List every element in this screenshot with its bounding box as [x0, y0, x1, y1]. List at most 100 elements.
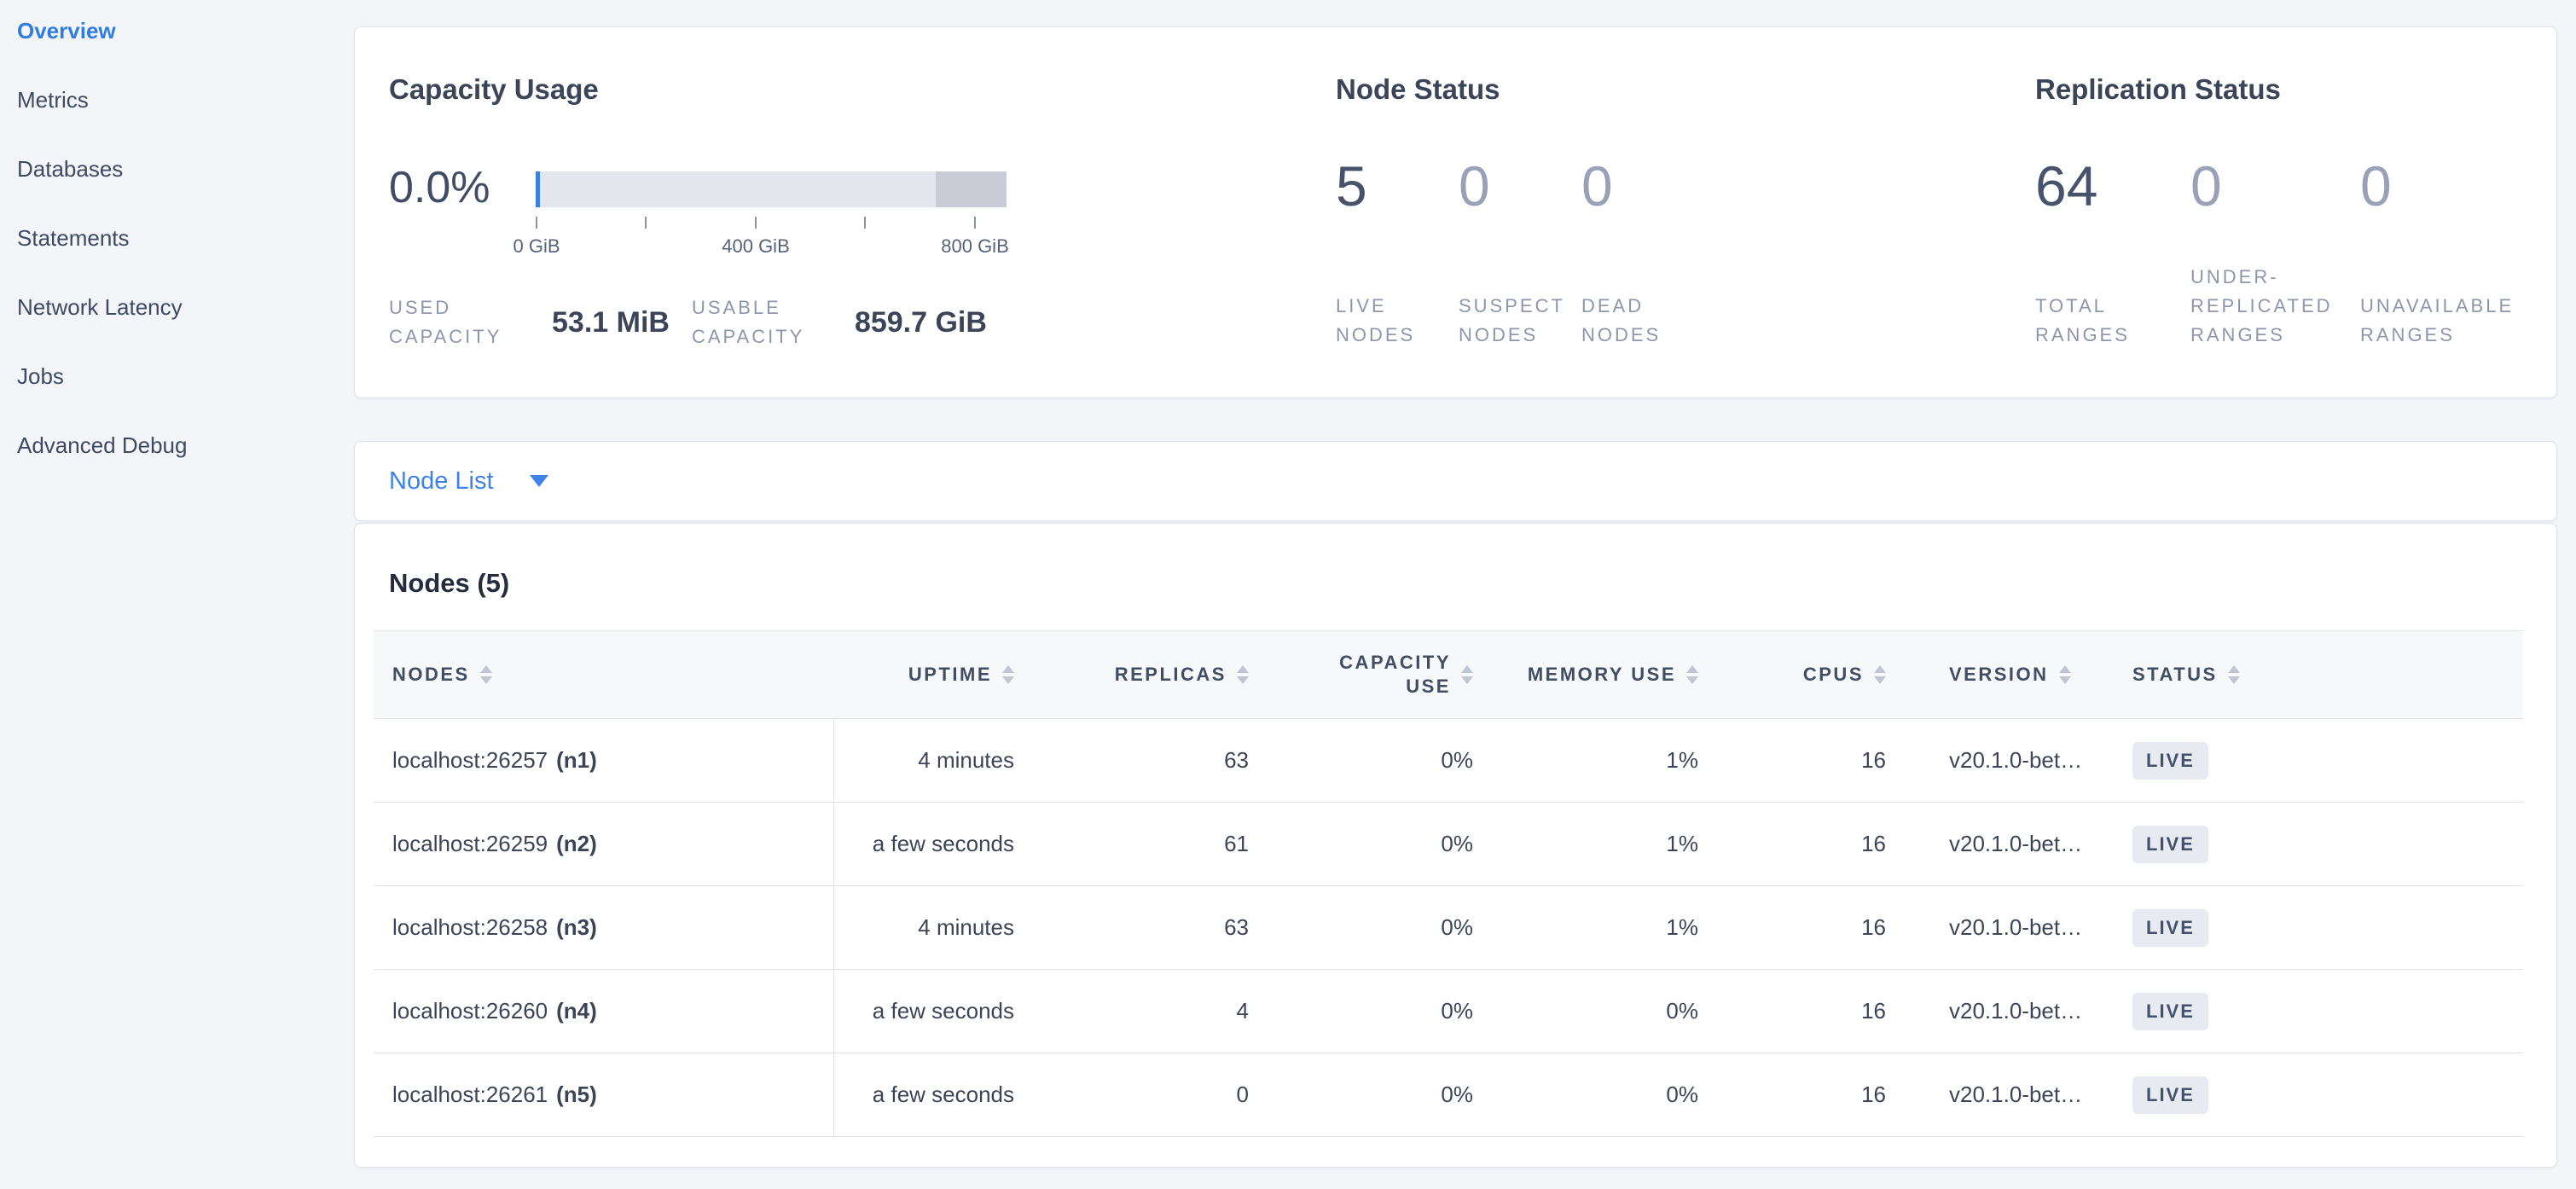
uptime-cell: 4 minutes [833, 886, 1033, 969]
unavailable-ranges-count: 0 [2360, 154, 2392, 218]
replication-status-section: Replication Status 64 0 0 TOTAL RANGES U… [2035, 27, 2547, 397]
capacity-gauge-reserved-segment [936, 171, 1007, 207]
table-row: localhost:26261 (n5) a few seconds 0 0% 0% 16 v… [374, 1053, 2523, 1137]
suspect-nodes-count: 0 [1459, 154, 1490, 218]
nodes-table-body: localhost:26257 (n1) 4 minutes 63 0% 1% 16 v20.… [374, 719, 2523, 1137]
nodes-table-title: Nodes (5) [389, 568, 510, 598]
capacity-use-cell: 0% [1268, 1053, 1492, 1136]
capacity-use-value: 0% [1441, 998, 1473, 1024]
sidebar-item-advanced-debug[interactable]: Advanced Debug [17, 432, 188, 458]
status-cell: LIVE [2108, 1053, 2523, 1136]
sort-arrows-icon [479, 665, 492, 684]
cpus-cell: 16 [1717, 886, 1905, 969]
view-selector-card: Node List [354, 441, 2557, 521]
status-cell: LIVE [2108, 803, 2523, 885]
sort-arrows-icon [1686, 665, 1698, 684]
sidebar-nav: Overview Metrics Databases Statements Networ… [0, 0, 341, 1189]
sort-arrows-icon [2227, 665, 2240, 684]
live-nodes-label: LIVE NODES [1336, 295, 1416, 345]
replication-status-labels: TOTAL RANGES UNDER-REPLICATED RANGES UNA… [2035, 263, 2547, 350]
suspect-nodes-label: SUSPECT NODES [1459, 295, 1565, 345]
nodes-table: NODES UPTIME REPLICAS CAPACITY USE MEMORY US… [374, 630, 2523, 1137]
column-header-uptime[interactable]: UPTIME [833, 631, 1033, 718]
version-cell: v20.1.0-bet… [1905, 1053, 2108, 1136]
column-header-replicas[interactable]: REPLICAS [1033, 631, 1268, 718]
column-header-cpus[interactable]: CPUS [1717, 631, 1905, 718]
cpus-cell: 16 [1717, 719, 1905, 802]
node-address: localhost:26260 [392, 998, 548, 1024]
version-cell: v20.1.0-bet… [1905, 970, 2108, 1053]
column-header-status[interactable]: STATUS [2108, 631, 2523, 718]
version-cell: v20.1.0-bet… [1905, 719, 2108, 802]
replicas-cell: 63 [1033, 719, 1268, 802]
replicas-cell: 61 [1033, 803, 1268, 885]
column-header-label: NODES [392, 664, 470, 685]
node-list-dropdown[interactable]: Node List [389, 442, 548, 520]
column-header-nodes[interactable]: NODES [374, 631, 833, 718]
node-name-cell: localhost:26260 (n4) [374, 970, 833, 1053]
status-badge: LIVE [2132, 992, 2208, 1030]
sidebar-item-statements[interactable]: Statements [17, 225, 130, 251]
replicas-value: 63 [1224, 914, 1249, 940]
under-replicated-ranges-label: UNDER-REPLICATED RANGES [2190, 266, 2333, 345]
uptime-cell: a few seconds [833, 1053, 1033, 1136]
uptime-value: 4 minutes [918, 747, 1014, 773]
memory-use-value: 1% [1666, 831, 1698, 856]
under-replicated-ranges-count: 0 [2190, 154, 2222, 218]
node-status-labels: LIVE NODES SUSPECT NODES DEAD NODES [1336, 292, 1691, 350]
used-capacity-stat: USED CAPACITY 53.1 MiB [389, 293, 670, 351]
node-name-cell: localhost:26261 (n5) [374, 1053, 833, 1136]
total-ranges-label: TOTAL RANGES [2035, 295, 2130, 345]
capacity-used-percent: 0.0% [389, 163, 490, 212]
sidebar-item-overview[interactable]: Overview [17, 18, 116, 44]
gauge-tick [864, 217, 866, 229]
node-address: localhost:26259 [392, 831, 548, 856]
table-row: localhost:26257 (n1) 4 minutes 63 0% 1% 16 v20.… [374, 719, 2523, 803]
replication-status-values: 64 0 0 [2035, 155, 2392, 217]
column-header-memory-use[interactable]: MEMORY USE [1492, 631, 1717, 718]
dead-nodes-label: DEAD NODES [1581, 295, 1662, 345]
status-cell: LIVE [2108, 970, 2523, 1053]
gauge-tick [755, 217, 757, 229]
status-badge: LIVE [2132, 1076, 2208, 1114]
cpus-value: 16 [1861, 831, 1886, 856]
gauge-tick [536, 217, 537, 229]
replicas-value: 0 [1236, 1082, 1249, 1107]
sidebar-item-network-latency[interactable]: Network Latency [17, 294, 183, 320]
node-id: (n5) [556, 1082, 597, 1107]
column-header-label: MEMORY USE [1527, 664, 1676, 685]
node-id: (n1) [556, 747, 597, 773]
usable-capacity-label: USABLE CAPACITY [691, 297, 805, 347]
capacity-gauge: 0 GiB 400 GiB 800 GiB [513, 171, 1009, 274]
uptime-cell: a few seconds [833, 970, 1033, 1053]
memory-use-cell: 1% [1492, 719, 1717, 802]
uptime-cell: 4 minutes [833, 719, 1033, 802]
sidebar-item-jobs[interactable]: Jobs [17, 363, 64, 389]
column-header-label: REPLICAS [1114, 664, 1227, 685]
version-cell: v20.1.0-bet… [1905, 886, 2108, 969]
capacity-use-value: 0% [1441, 914, 1473, 940]
version-value: v20.1.0-bet… [1949, 747, 2083, 773]
column-header-capacity-use[interactable]: CAPACITY USE [1268, 631, 1492, 718]
cpus-cell: 16 [1717, 1053, 1905, 1136]
sidebar-item-metrics[interactable]: Metrics [17, 87, 89, 113]
sidebar-item-databases[interactable]: Databases [17, 156, 124, 182]
column-header-label: STATUS [2132, 664, 2218, 685]
sort-arrows-icon [1002, 665, 1014, 684]
gauge-tick-label: 800 GiB [941, 235, 1009, 257]
node-id: (n3) [556, 914, 597, 940]
usable-capacity-stat: USABLE CAPACITY 859.7 GiB [692, 293, 987, 351]
sort-arrows-icon [2058, 665, 2071, 684]
uptime-value: 4 minutes [918, 914, 1014, 940]
node-address: localhost:26258 [392, 914, 548, 940]
table-row: localhost:26258 (n3) 4 minutes 63 0% 1% 16 v20.… [374, 886, 2523, 970]
column-header-label: CAPACITY USE [1339, 652, 1451, 697]
gauge-tick [645, 217, 647, 229]
column-header-version[interactable]: VERSION [1905, 631, 2108, 718]
replicas-value: 4 [1236, 998, 1249, 1024]
cpus-value: 16 [1861, 998, 1886, 1024]
status-cell: LIVE [2108, 886, 2523, 969]
memory-use-value: 1% [1666, 747, 1698, 773]
status-badge: LIVE [2132, 908, 2208, 947]
table-row: localhost:26260 (n4) a few seconds 4 0% 0% 16 v… [374, 970, 2523, 1053]
